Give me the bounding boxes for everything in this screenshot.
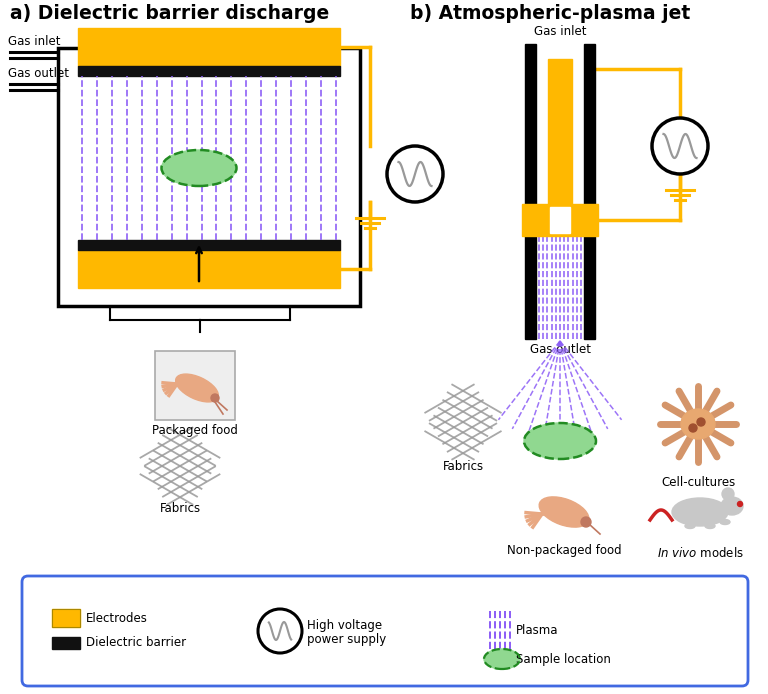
Text: High voltage: High voltage (307, 618, 382, 632)
Bar (525, 44, 536, 339)
Ellipse shape (484, 649, 520, 669)
Bar (58, 48, 360, 306)
Circle shape (387, 146, 443, 202)
Text: Gas outlet: Gas outlet (529, 343, 591, 356)
Ellipse shape (176, 374, 218, 402)
Text: power supply: power supply (307, 632, 386, 645)
Text: Sample location: Sample location (516, 652, 611, 666)
Ellipse shape (705, 523, 715, 529)
Circle shape (258, 609, 302, 653)
Text: Plasma: Plasma (516, 623, 558, 636)
Bar (52, 637, 80, 649)
Ellipse shape (685, 523, 695, 529)
Ellipse shape (672, 498, 728, 526)
Text: $\it{In}$ $\it{vivo}$ models: $\it{In}$ $\it{vivo}$ models (657, 546, 743, 560)
Bar (78, 250, 340, 288)
Circle shape (722, 488, 734, 500)
Text: Gas inlet: Gas inlet (8, 35, 61, 48)
Circle shape (697, 418, 705, 426)
Circle shape (652, 118, 708, 174)
Ellipse shape (524, 423, 596, 459)
Ellipse shape (720, 520, 730, 525)
Bar (548, 59, 572, 204)
Text: Fabrics: Fabrics (442, 460, 484, 473)
Bar (584, 44, 595, 339)
Text: Electrodes: Electrodes (86, 611, 148, 625)
Bar (550, 207, 570, 233)
Text: Non-packaged food: Non-packaged food (507, 544, 621, 557)
Ellipse shape (161, 150, 237, 186)
Ellipse shape (721, 497, 743, 515)
FancyBboxPatch shape (155, 351, 235, 420)
Text: Fabrics: Fabrics (160, 502, 200, 515)
Bar (78, 28, 340, 66)
Ellipse shape (539, 497, 589, 527)
Text: b) Atmospheric-plasma jet: b) Atmospheric-plasma jet (410, 4, 690, 23)
Circle shape (581, 517, 591, 527)
Bar (52, 609, 80, 627)
Bar (78, 240, 340, 250)
Text: Packaged food: Packaged food (152, 424, 238, 437)
Bar (78, 66, 340, 76)
FancyBboxPatch shape (22, 576, 748, 686)
Bar (522, 204, 598, 236)
Bar (52, 609, 80, 627)
Ellipse shape (681, 409, 715, 439)
Text: a) Dielectric barrier discharge: a) Dielectric barrier discharge (10, 4, 329, 23)
Circle shape (737, 502, 743, 507)
Text: Gas inlet: Gas inlet (534, 25, 586, 38)
Circle shape (211, 394, 219, 402)
Circle shape (689, 424, 697, 432)
Text: Dielectric barrier: Dielectric barrier (86, 636, 186, 650)
Text: Cell-cultures: Cell-cultures (661, 476, 735, 489)
Text: Gas outlet: Gas outlet (8, 67, 69, 80)
